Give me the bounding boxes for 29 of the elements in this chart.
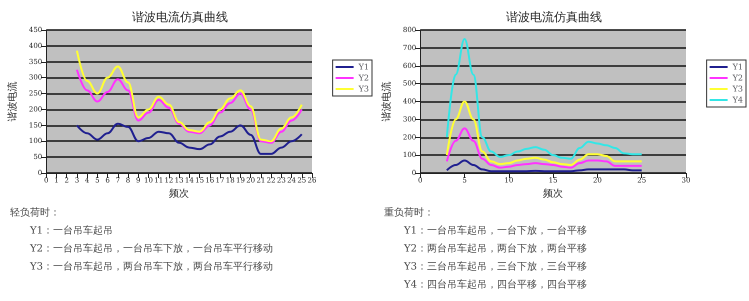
text: Y3：一台吊车起吊，两台吊车下放，两台吊车平行移动 — [29, 260, 273, 272]
line-series — [446, 159, 643, 172]
text: Y1：一台吊车起吊，一台下放，一台平移 — [403, 224, 587, 236]
line-series — [446, 127, 643, 169]
chart-title: 谐波电流仿真曲线 — [132, 10, 228, 24]
text: Y3：三台吊车起吊，三台下放，三台平移 — [403, 260, 587, 272]
y-axis-title: 谐波电流 — [6, 82, 18, 122]
line-series — [76, 50, 303, 142]
legend-label: Y3 — [358, 84, 370, 94]
legend-label: Y1 — [732, 62, 744, 72]
text: 轻负荷时： — [10, 206, 60, 218]
text: Y1：一台吊车起吊 — [29, 224, 113, 236]
line-series — [76, 68, 303, 144]
text: 重负荷时： — [384, 206, 434, 218]
legend-label: Y2 — [732, 74, 744, 82]
text: Y4：四台吊车起吊，四台平移，四台平移 — [403, 278, 587, 290]
y-axis-title: 谐波电流 — [380, 82, 392, 122]
text: Y2：两台吊车起吊，两台下放，两台平移 — [403, 242, 587, 254]
x-axis-title: 频次 — [169, 188, 190, 200]
legend-label: Y1 — [358, 62, 370, 72]
legend-label: Y2 — [358, 74, 370, 82]
x-axis-title: 频次 — [543, 188, 564, 200]
chart-title: 谐波电流仿真曲线 — [506, 10, 602, 24]
text: Y2：一台吊车起吊，一台吊车下放，一台吊车平行移动 — [29, 242, 273, 254]
line-series — [446, 100, 643, 166]
legend-label: Y4 — [732, 96, 744, 104]
legend-label: Y3 — [732, 84, 744, 94]
line-series — [76, 122, 303, 155]
line-series — [446, 38, 643, 160]
